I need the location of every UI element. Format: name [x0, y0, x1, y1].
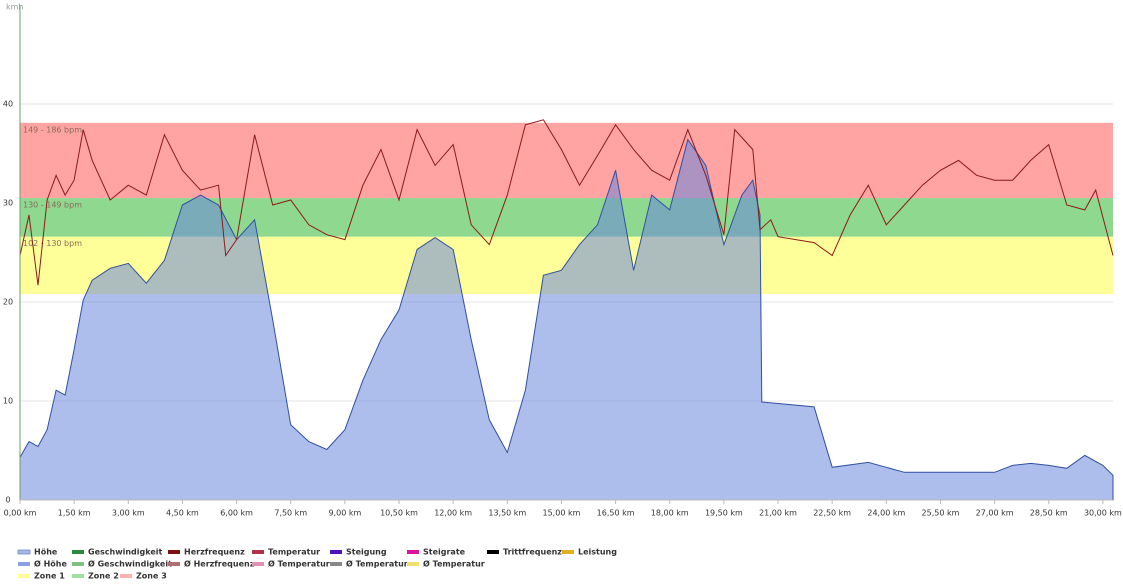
legend-label: Herzfrequenz — [184, 548, 245, 557]
legend-swatch — [330, 562, 342, 566]
x-tick-label: 1,50 km — [58, 509, 91, 518]
x-tick-label: 12,00 km — [434, 509, 472, 518]
legend-label: Ø Höhe — [34, 559, 67, 569]
legend-label: Zone 1 — [34, 572, 65, 581]
legend-label: Trittfrequenz — [503, 548, 562, 557]
legend-swatch — [252, 562, 264, 566]
x-tick-label: 15,00 km — [543, 509, 581, 518]
x-tick-label: 28,50 km — [1030, 509, 1068, 518]
x-tick-label: 30,00 km — [1084, 509, 1122, 518]
legend-swatch — [18, 574, 30, 578]
x-tick-label: 16,50 km — [597, 509, 635, 518]
legend-label: Ø Geschwindigkeit — [88, 559, 172, 569]
x-tick-label: 21,00 km — [759, 509, 797, 518]
legend-label: Höhe — [34, 548, 58, 557]
legend-label: Leistung — [578, 548, 617, 557]
legend-swatch — [120, 574, 132, 578]
legend-label: Steigrate — [423, 548, 466, 557]
legend-swatch — [562, 550, 574, 554]
y-tick-label: 10 — [3, 397, 13, 406]
y-tick-label: 20 — [3, 298, 13, 307]
x-tick-label: 19,50 km — [705, 509, 743, 518]
legend-swatch — [487, 550, 499, 554]
line — [19, 119, 1114, 286]
x-tick-label: 24,00 km — [867, 509, 905, 518]
zone-label: 102 - 130 bpm — [23, 239, 82, 248]
legend-swatch — [17, 549, 31, 555]
x-tick-label: 6,00 km — [220, 509, 253, 518]
legend-label: Geschwindigkeit — [88, 548, 162, 557]
legend-swatch — [72, 562, 84, 566]
x-tick-label: 0,00 km — [4, 509, 37, 518]
area — [19, 138, 1114, 501]
x-tick-label: 9,00 km — [328, 509, 361, 518]
legend-label: Ø Herzfrequenz — [184, 559, 255, 569]
x-tick-label: 18,00 km — [651, 509, 689, 518]
legend-label: Ø Temperatur — [423, 559, 485, 569]
legend-label: Zone 2 — [88, 572, 119, 581]
legend-label: Zone 3 — [136, 572, 167, 581]
y-tick-label: 0 — [5, 496, 10, 505]
legend-swatch — [330, 550, 342, 554]
x-tick-label: 7,50 km — [274, 509, 307, 518]
legend-swatch — [407, 562, 419, 566]
legend-swatch — [252, 550, 264, 554]
x-tick-label: 10,50 km — [380, 509, 418, 518]
y-unit-label: kmh — [6, 3, 24, 12]
legend-swatch — [18, 562, 30, 566]
legend-swatch — [72, 550, 84, 554]
x-tick-label: 13,50 km — [488, 509, 526, 518]
x-tick-label: 25,50 km — [922, 509, 960, 518]
legend-swatch — [168, 550, 180, 554]
zone-label: 149 - 186 bpm — [23, 125, 82, 134]
legend-label: Steigung — [346, 548, 387, 557]
legend-swatch — [72, 574, 84, 578]
x-tick-label: 27,00 km — [976, 509, 1014, 518]
legend-swatch — [168, 562, 180, 566]
y-tick-label: 30 — [3, 199, 13, 208]
zone-label: 130 - 149 bpm — [23, 201, 82, 210]
legend-label: Ø Temperatur — [346, 559, 408, 569]
legend-label: Ø Temperatur — [268, 559, 330, 569]
x-tick-label: 3,00 km — [112, 509, 145, 518]
x-tick-label: 22,50 km — [813, 509, 851, 518]
legend-swatch — [407, 550, 419, 554]
y-tick-label: 40 — [3, 100, 13, 109]
x-tick-label: 4,50 km — [166, 509, 199, 518]
legend-label: Temperatur — [268, 548, 320, 557]
